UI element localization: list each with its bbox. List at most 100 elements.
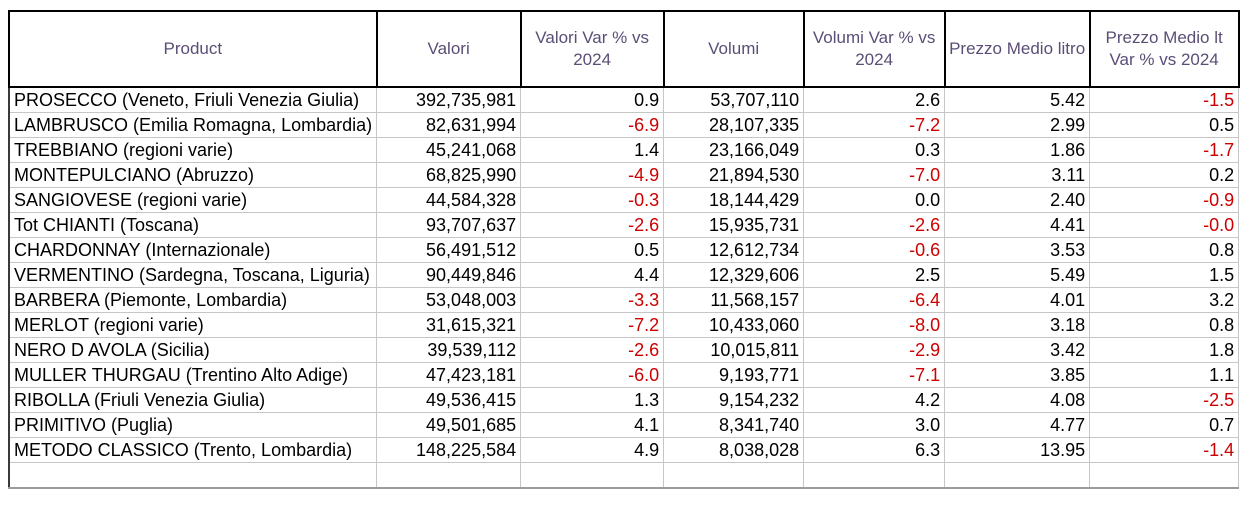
value-cell: 2.5 (803, 262, 946, 288)
value-cell: 47,423,181 (376, 362, 522, 388)
value-cell: -7.0 (803, 162, 946, 188)
value-cell: 3.53 (944, 237, 1091, 263)
value-cell: 1.3 (520, 387, 665, 413)
value-cell: 3.18 (944, 312, 1091, 338)
table-row: RIBOLLA (Friuli Venezia Giulia) 49,536,41… (8, 387, 1240, 413)
value-cell: 0.8 (1089, 237, 1240, 263)
value-cell: 18,144,429 (663, 187, 805, 213)
value-cell: 3.42 (944, 337, 1091, 363)
wine-report-table: Product Valori Valori Var % vs 2024 Volu… (8, 10, 1240, 489)
value-cell (520, 462, 665, 489)
value-cell: 9,154,232 (663, 387, 805, 413)
value-cell: 0.0 (803, 187, 946, 213)
value-cell: 23,166,049 (663, 137, 805, 163)
product-cell: MULLER THURGAU (Trentino Alto Adige) (8, 362, 378, 388)
value-cell: 49,536,415 (376, 387, 522, 413)
value-cell: -2.6 (520, 337, 665, 363)
product-cell: PRIMITIVO (Puglia) (8, 412, 378, 438)
value-cell (1089, 462, 1240, 489)
value-cell: 3.0 (803, 412, 946, 438)
value-cell: 13.95 (944, 437, 1091, 463)
value-cell: 44,584,328 (376, 187, 522, 213)
value-cell (944, 462, 1091, 489)
table-row (8, 462, 1240, 489)
table-row: LAMBRUSCO (Emilia Romagna, Lombardia) 82,… (8, 112, 1240, 138)
value-cell (663, 462, 805, 489)
product-cell: CHARDONNAY (Internazionale) (8, 237, 378, 263)
value-cell: 21,894,530 (663, 162, 805, 188)
value-cell: 3.85 (944, 362, 1091, 388)
value-cell: -7.2 (520, 312, 665, 338)
value-cell: 0.8 (1089, 312, 1240, 338)
value-cell: 31,615,321 (376, 312, 522, 338)
value-cell: -6.0 (520, 362, 665, 388)
table-row: CHARDONNAY (Internazionale) 56,491,512 0.5… (8, 237, 1240, 263)
value-cell: 3.2 (1089, 287, 1240, 313)
product-cell: PROSECCO (Veneto, Friuli Venezia Giulia) (8, 86, 378, 113)
table-row: Tot CHIANTI (Toscana) 93,707,637 -2.6 15,93… (8, 212, 1240, 238)
value-cell: -7.2 (803, 112, 946, 138)
value-cell: -7.1 (803, 362, 946, 388)
value-cell: 68,825,990 (376, 162, 522, 188)
value-cell: 53,707,110 (663, 86, 805, 113)
value-cell: 28,107,335 (663, 112, 805, 138)
table-row: MONTEPULCIANO (Abruzzo) 68,825,990 -4.9 21,… (8, 162, 1240, 188)
value-cell: 4.2 (803, 387, 946, 413)
value-cell: -2.6 (520, 212, 665, 238)
table-row: METODO CLASSICO (Trento, Lombardia) 148,2… (8, 437, 1240, 463)
column-header-valori: Valori (375, 10, 522, 88)
value-cell: -1.7 (1089, 137, 1240, 163)
value-cell: 2.40 (944, 187, 1091, 213)
value-cell: 4.01 (944, 287, 1091, 313)
table-row: TREBBIANO (regioni varie) 45,241,068 1.4 23… (8, 137, 1240, 163)
value-cell: 148,225,584 (376, 437, 522, 463)
table-row: BARBERA (Piemonte, Lombardia) 53,048,003-… (8, 287, 1240, 313)
value-cell: 15,935,731 (663, 212, 805, 238)
header-row: Product Valori Valori Var % vs 2024 Volu… (8, 10, 1240, 88)
product-cell: Tot CHIANTI (Toscana) (8, 212, 378, 238)
value-cell: 3.11 (944, 162, 1091, 188)
value-cell: 93,707,637 (376, 212, 522, 238)
table-row: SANGIOVESE (regioni varie) 44,584,328 -0.3… (8, 187, 1240, 213)
product-cell: SANGIOVESE (regioni varie) (8, 187, 378, 213)
value-cell: -8.0 (803, 312, 946, 338)
wine-sales-report: Product Valori Valori Var % vs 2024 Volu… (8, 10, 1240, 489)
value-cell: 2.6 (803, 86, 946, 113)
value-cell: -4.9 (520, 162, 665, 188)
product-cell: VERMENTINO (Sardegna, Toscana, Liguria) (8, 262, 378, 288)
value-cell: 8,341,740 (663, 412, 805, 438)
value-cell: 4.1 (520, 412, 665, 438)
table-row: PROSECCO (Veneto, Friuli Venezia Giulia)… (8, 86, 1240, 113)
table-row: MULLER THURGAU (Trentino Alto Adige) 47,4… (8, 362, 1240, 388)
column-header-prezzo-medio-var: Prezzo Medio lt Var % vs 2024 (1088, 10, 1240, 88)
value-cell: -0.3 (520, 187, 665, 213)
product-cell: NERO D AVOLA (Sicilia) (8, 337, 378, 363)
table-body: PROSECCO (Veneto, Friuli Venezia Giulia)… (8, 86, 1240, 489)
value-cell: 82,631,994 (376, 112, 522, 138)
value-cell: 4.4 (520, 262, 665, 288)
value-cell: 1.5 (1089, 262, 1240, 288)
value-cell: 0.9 (520, 86, 665, 113)
value-cell: -0.9 (1089, 187, 1240, 213)
table-row: NERO D AVOLA (Sicilia) 39,539,112 -2.6 10,0… (8, 337, 1240, 363)
value-cell: 4.9 (520, 437, 665, 463)
product-cell: LAMBRUSCO (Emilia Romagna, Lombardia) (8, 112, 378, 138)
value-cell: 4.08 (944, 387, 1091, 413)
value-cell: 392,735,981 (376, 86, 522, 113)
value-cell: 90,449,846 (376, 262, 522, 288)
value-cell: 49,501,685 (376, 412, 522, 438)
value-cell: -0.0 (1089, 212, 1240, 238)
value-cell: 8,038,028 (663, 437, 805, 463)
value-cell: 6.3 (803, 437, 946, 463)
value-cell: 39,539,112 (376, 337, 522, 363)
value-cell: 1.8 (1089, 337, 1240, 363)
value-cell: 1.4 (520, 137, 665, 163)
product-cell: TREBBIANO (regioni varie) (8, 137, 378, 163)
value-cell: 0.5 (520, 237, 665, 263)
value-cell: 2.99 (944, 112, 1091, 138)
value-cell: 5.42 (944, 86, 1091, 113)
value-cell: 12,612,734 (663, 237, 805, 263)
value-cell: 9,193,771 (663, 362, 805, 388)
table-row: VERMENTINO (Sardegna, Toscana, Liguria) 9… (8, 262, 1240, 288)
column-header-prezzo-medio: Prezzo Medio litro (943, 10, 1091, 88)
